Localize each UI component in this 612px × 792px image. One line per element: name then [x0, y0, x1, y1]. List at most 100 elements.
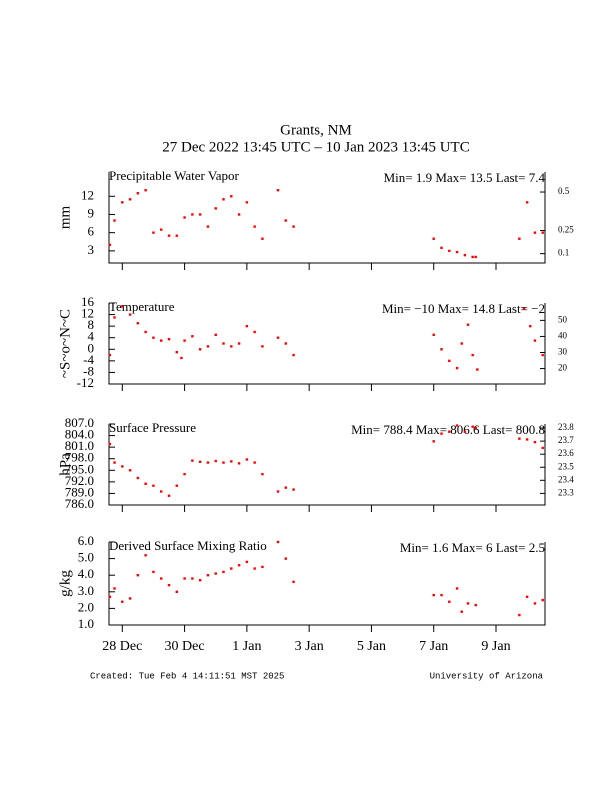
data-point [175, 484, 178, 487]
y-tick-label: 4.0 [78, 566, 94, 581]
data-point [222, 570, 225, 574]
data-point [121, 465, 124, 468]
data-point [160, 228, 163, 231]
data-point [214, 207, 217, 210]
data-point [432, 333, 435, 337]
y-tick-label: 786.0 [65, 496, 94, 511]
data-point [284, 557, 287, 560]
y2-tick-label: 23.6 [558, 448, 574, 458]
x-tick-label: 1 Jan [232, 639, 261, 654]
chart-subtitle: 27 Dec 2022 13:45 UTC – 10 Jan 2023 13:4… [162, 139, 469, 155]
y-tick-label: 792.0 [65, 473, 94, 488]
data-point [230, 567, 233, 570]
data-point [214, 459, 217, 463]
y-tick-label: -8 [83, 363, 94, 378]
data-point [237, 462, 241, 465]
data-point [136, 322, 140, 325]
data-point [152, 231, 155, 234]
y-tick-label: 8 [88, 317, 95, 332]
y-axis-label: mm [57, 206, 73, 230]
data-point [518, 437, 521, 440]
data-point [206, 461, 210, 464]
y2-tick-label: 23.3 [558, 487, 574, 497]
data-point [541, 446, 544, 450]
data-point [144, 189, 147, 192]
x-tick-label: 5 Jan [357, 639, 386, 654]
data-point [121, 600, 124, 603]
footer-left: Created: Tue Feb 4 14:11:51 MST 2025 [90, 671, 284, 681]
data-point [222, 198, 225, 201]
data-point [541, 353, 544, 357]
y-axis-label: hPa [57, 453, 73, 476]
data-point [522, 307, 526, 310]
x-tick-label: 28 Dec [102, 639, 142, 654]
data-point [448, 600, 451, 603]
data-point [261, 565, 264, 569]
data-point [175, 590, 178, 593]
data-point [230, 345, 233, 348]
data-point [533, 602, 537, 605]
data-point [292, 225, 295, 228]
panel-stats: Min= 1.6 Max= 6 Last= 2.5 [400, 540, 545, 555]
y-tick-label: 9 [88, 205, 95, 220]
data-point [113, 587, 116, 590]
panel-stats: Min= 788.4 Max= 806.6 Last= 800.8 [351, 422, 545, 437]
axis-frame [108, 172, 546, 264]
data-point [284, 486, 287, 489]
y-axis-label: g/kg [57, 570, 73, 597]
data-point [167, 337, 171, 341]
data-point [253, 461, 256, 464]
data-point [175, 350, 178, 354]
data-point [128, 313, 132, 316]
data-point [440, 246, 443, 250]
data-point [455, 587, 459, 590]
data-point [198, 578, 202, 582]
y2-tick-label: 0.5 [558, 186, 570, 196]
data-point [245, 560, 249, 564]
data-point [180, 356, 183, 360]
data-point [518, 237, 521, 240]
data-point [191, 335, 194, 338]
data-point [113, 219, 116, 222]
data-point [292, 488, 295, 491]
y-axis-label: ~S~o~N~C [57, 309, 73, 378]
y-tick-label: 804.0 [65, 427, 94, 442]
y-tick-label: 3.0 [78, 583, 94, 598]
panel-stats: Min= −10 Max= 14.8 Last= −2 [382, 301, 545, 316]
data-point [463, 253, 467, 257]
x-tick-label: 3 Jan [295, 639, 324, 654]
data-point [160, 577, 163, 580]
data-point [471, 425, 474, 428]
data-point [541, 231, 544, 234]
y-tick-label: 789.0 [65, 484, 94, 499]
data-point [237, 213, 241, 216]
y-tick-label: 16 [81, 294, 95, 309]
y2-tick-label: 40 [558, 330, 568, 340]
data-point [128, 198, 132, 201]
y-tick-label: 12 [81, 187, 94, 202]
data-point [276, 336, 280, 339]
data-point [533, 231, 537, 234]
y2-tick-label: 20 [558, 363, 568, 373]
data-point [237, 342, 241, 345]
data-point [214, 333, 217, 337]
data-point [476, 368, 479, 371]
x-tick-label: 7 Jan [419, 639, 448, 654]
y-tick-label: 795.0 [65, 461, 94, 476]
data-point [276, 490, 280, 493]
data-point [261, 472, 264, 476]
data-point [261, 237, 264, 240]
y2-tick-label: 23.7 [558, 435, 574, 445]
data-point [144, 330, 147, 334]
y-tick-label: 3 [88, 242, 95, 257]
data-point [183, 339, 186, 342]
data-point [230, 195, 233, 198]
data-point [222, 461, 225, 464]
data-point [160, 339, 163, 342]
data-point [183, 577, 186, 580]
data-point [206, 225, 210, 228]
data-point [533, 339, 537, 342]
y-tick-label: 0 [88, 340, 95, 355]
footer-right: University of Arizona [430, 671, 544, 681]
data-point [474, 603, 477, 607]
